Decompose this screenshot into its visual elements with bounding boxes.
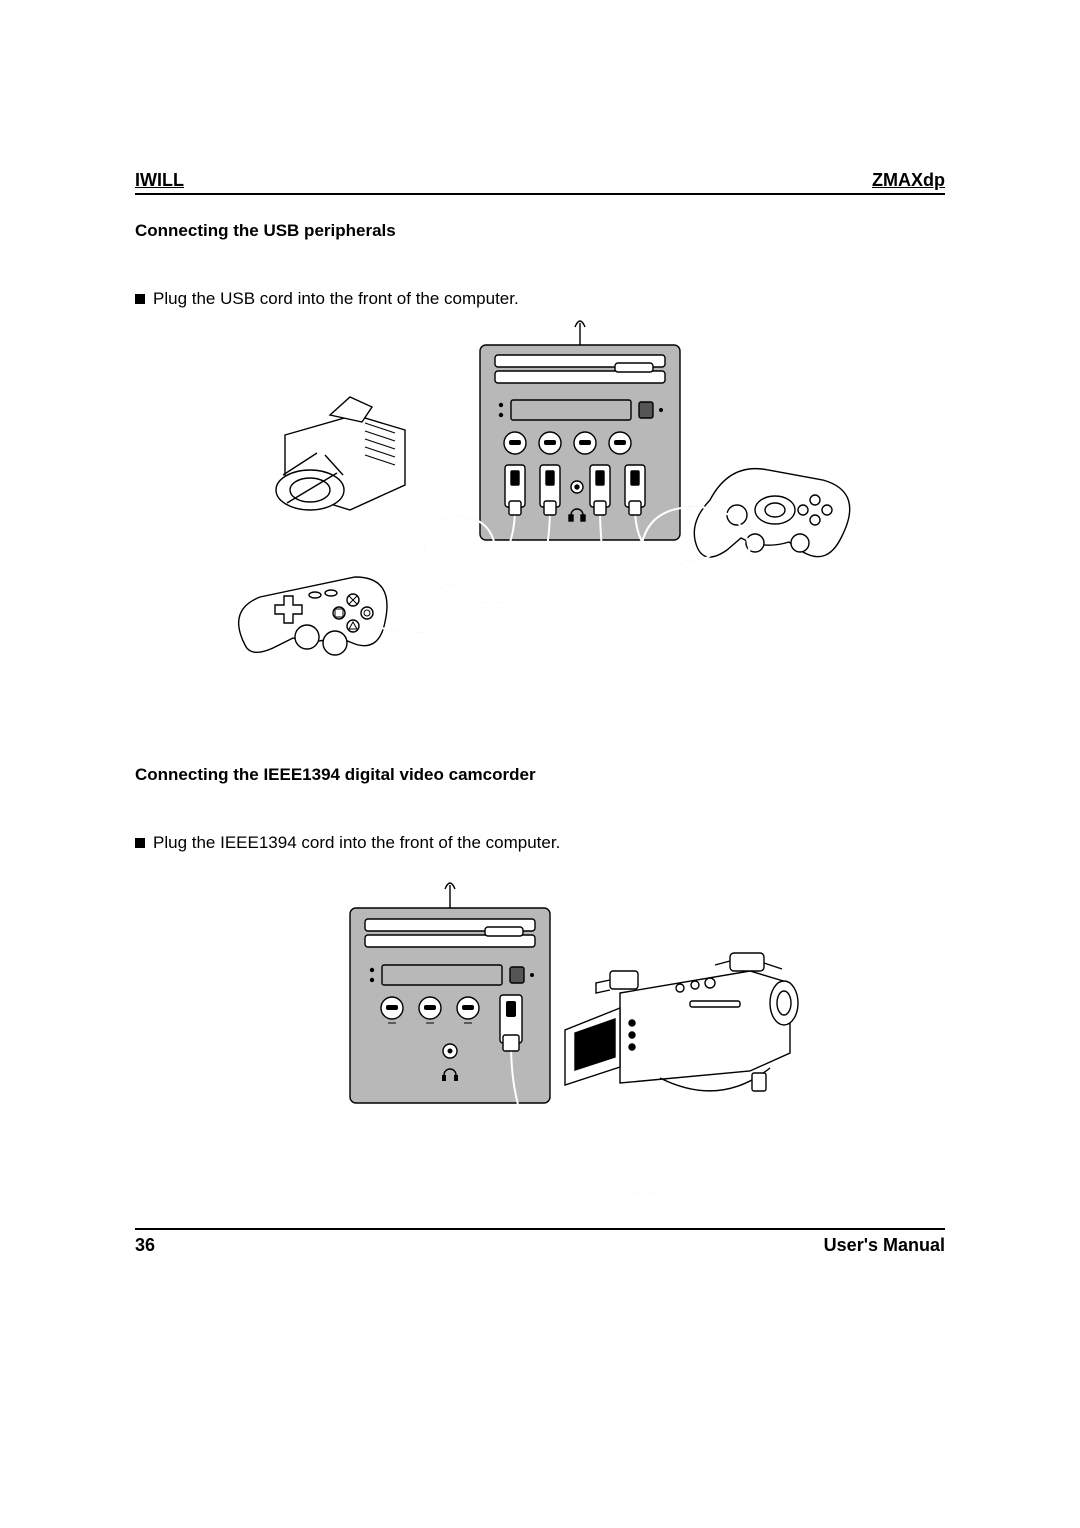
gamepad-left-icon [239, 577, 387, 655]
camera-icon [276, 397, 405, 510]
section2-bullet-text: Plug the IEEE1394 cord into the front of… [153, 833, 560, 853]
section1-bullet: Plug the USB cord into the front of the … [135, 289, 945, 309]
ieee1394-diagram-svg [260, 873, 820, 1203]
section2-bullet: Plug the IEEE1394 cord into the front of… [135, 833, 945, 853]
page-header: IWILL ZMAXdp [135, 170, 945, 195]
page-number: 36 [135, 1235, 155, 1256]
figure-usb-peripherals [135, 315, 945, 735]
footer-label: User's Manual [824, 1235, 945, 1256]
camcorder-icon [565, 953, 798, 1091]
page-content: IWILL ZMAXdp Connecting the USB peripher… [135, 170, 945, 1203]
bullet-icon [135, 294, 145, 304]
header-model: ZMAXdp [872, 170, 945, 191]
usb-diagram-svg [215, 315, 865, 735]
page-footer: 36 User's Manual [135, 1228, 945, 1256]
figure-ieee1394 [135, 873, 945, 1203]
section1-title: Connecting the USB peripherals [135, 221, 945, 241]
gamepad-right-icon [694, 469, 849, 557]
bullet-icon [135, 838, 145, 848]
section2-title: Connecting the IEEE1394 digital video ca… [135, 765, 945, 785]
section1-bullet-text: Plug the USB cord into the front of the … [153, 289, 519, 309]
header-brand: IWILL [135, 170, 184, 191]
